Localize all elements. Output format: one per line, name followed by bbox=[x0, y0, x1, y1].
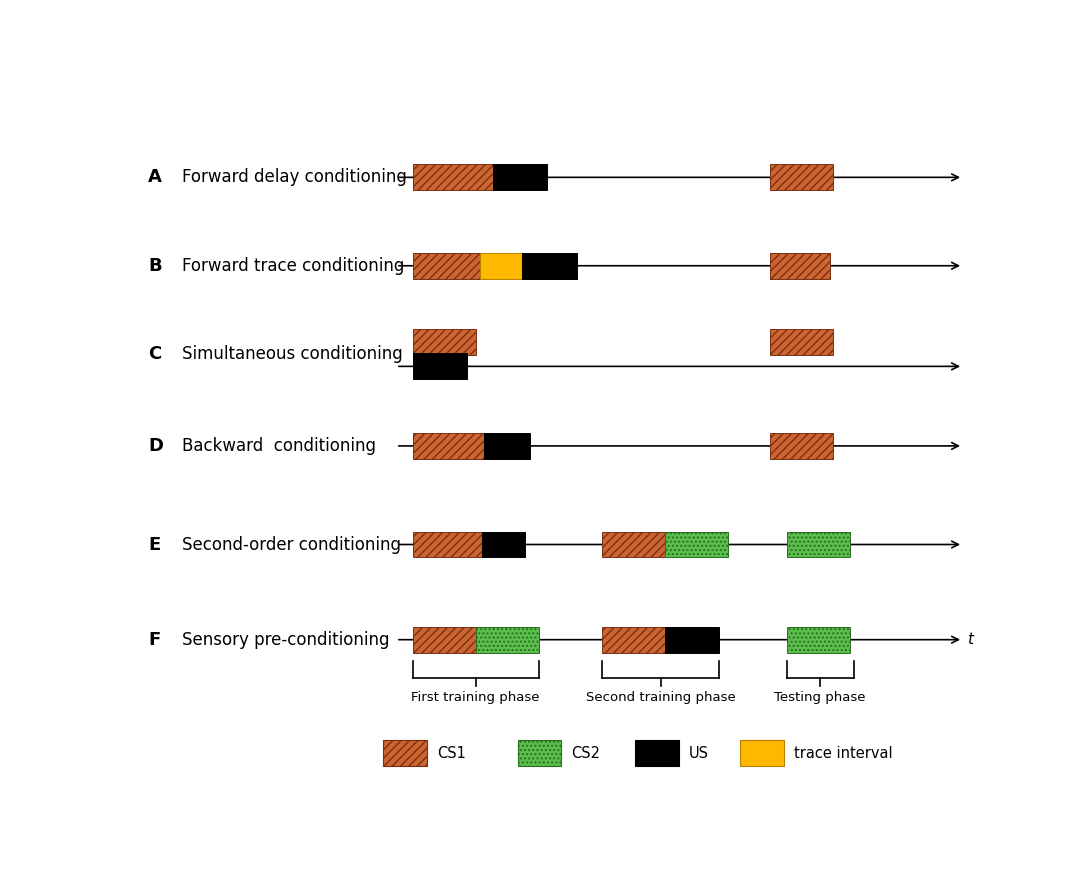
Bar bbox=[518, 740, 562, 766]
Bar bbox=[787, 627, 850, 653]
Bar bbox=[413, 253, 480, 279]
Bar bbox=[413, 164, 492, 190]
Bar bbox=[481, 532, 526, 557]
Text: Second training phase: Second training phase bbox=[585, 691, 735, 705]
Bar bbox=[770, 164, 833, 190]
Bar bbox=[485, 433, 530, 459]
Text: Forward trace conditioning: Forward trace conditioning bbox=[182, 257, 404, 275]
Text: C: C bbox=[149, 345, 162, 363]
Text: D: D bbox=[149, 437, 163, 455]
Bar bbox=[384, 740, 427, 766]
Text: A: A bbox=[149, 169, 162, 186]
Bar bbox=[664, 532, 727, 557]
Bar bbox=[413, 353, 467, 380]
Bar bbox=[413, 532, 481, 557]
Text: E: E bbox=[149, 535, 160, 554]
Bar bbox=[492, 164, 547, 190]
Text: F: F bbox=[149, 630, 160, 649]
Bar bbox=[602, 532, 664, 557]
Bar bbox=[770, 253, 830, 279]
Text: CS1: CS1 bbox=[437, 746, 466, 761]
Bar bbox=[413, 433, 485, 459]
Bar bbox=[522, 253, 577, 279]
Text: trace interval: trace interval bbox=[795, 746, 893, 761]
Bar bbox=[413, 627, 476, 653]
Text: Backward  conditioning: Backward conditioning bbox=[182, 437, 376, 455]
Bar bbox=[476, 627, 539, 653]
Bar bbox=[770, 329, 833, 355]
Text: CS2: CS2 bbox=[571, 746, 601, 761]
Bar bbox=[635, 740, 679, 766]
Text: US: US bbox=[689, 746, 709, 761]
Text: Simultaneous conditioning: Simultaneous conditioning bbox=[182, 345, 402, 363]
Text: First training phase: First training phase bbox=[412, 691, 540, 705]
Text: Sensory pre-conditioning: Sensory pre-conditioning bbox=[182, 630, 389, 649]
Text: Testing phase: Testing phase bbox=[774, 691, 866, 705]
Text: Forward delay conditioning: Forward delay conditioning bbox=[182, 169, 406, 186]
Bar bbox=[787, 532, 850, 557]
Text: B: B bbox=[149, 257, 162, 275]
Text: Second-order conditioning: Second-order conditioning bbox=[182, 535, 401, 554]
Text: t: t bbox=[967, 632, 973, 647]
Bar bbox=[602, 627, 664, 653]
Bar bbox=[770, 433, 833, 459]
Bar bbox=[413, 329, 476, 355]
Bar bbox=[480, 253, 521, 279]
Bar bbox=[664, 627, 720, 653]
Bar bbox=[740, 740, 784, 766]
